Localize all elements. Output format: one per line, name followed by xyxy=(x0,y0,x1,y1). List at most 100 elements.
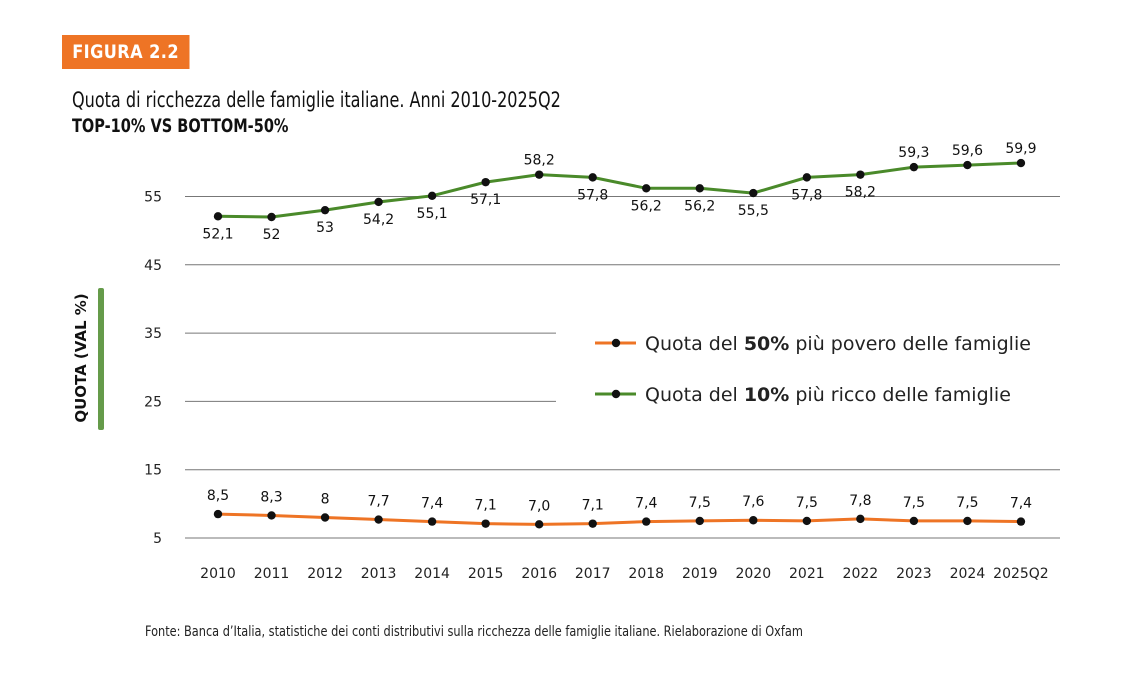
data-label: 57,8 xyxy=(791,187,822,203)
data-label: 7,5 xyxy=(903,495,925,511)
data-point xyxy=(427,191,437,201)
x-tick-label: 2011 xyxy=(254,566,290,582)
x-tick-label: 2019 xyxy=(682,566,718,582)
data-point xyxy=(534,520,544,529)
x-tick-label: 2010 xyxy=(200,566,236,582)
data-label: 59,6 xyxy=(952,143,983,159)
data-label: 8,5 xyxy=(207,488,229,504)
data-label: 7,4 xyxy=(635,496,657,512)
data-point xyxy=(213,212,223,221)
data-label: 7,8 xyxy=(849,493,871,509)
figure-label: FIGURA 2.2 xyxy=(62,35,190,69)
legend-label-part: Quota del xyxy=(645,333,744,355)
data-label: 55,1 xyxy=(417,206,448,222)
data-label: 8,3 xyxy=(260,489,282,505)
data-point xyxy=(856,514,865,524)
data-point xyxy=(481,519,490,528)
data-label: 7,0 xyxy=(528,498,550,514)
data-label: 52 xyxy=(263,227,281,243)
data-label: 56,2 xyxy=(684,198,715,214)
data-point xyxy=(481,177,490,187)
y-axis-label: QUOTA (VAL %) xyxy=(72,293,90,422)
data-point xyxy=(695,516,704,526)
data-label: 55,5 xyxy=(738,203,769,219)
legend-label-part: più povero delle famiglie xyxy=(789,333,1031,355)
legend-label-part: 10% xyxy=(744,384,789,406)
data-point xyxy=(1016,517,1026,526)
data-point xyxy=(802,173,812,182)
data-point xyxy=(374,197,383,207)
data-label: 54,2 xyxy=(363,212,394,228)
data-label: 7,6 xyxy=(742,494,764,510)
data-label: 57,8 xyxy=(577,187,608,203)
data-label: 7,5 xyxy=(689,495,711,511)
x-tick-label: 2024 xyxy=(950,566,986,582)
x-tick-label: 2017 xyxy=(575,566,611,582)
data-label: 7,5 xyxy=(956,495,978,511)
x-tick-label: 2025Q2 xyxy=(993,566,1049,582)
x-tick-label: 2023 xyxy=(896,566,932,582)
data-point xyxy=(642,517,651,526)
data-point xyxy=(909,516,919,526)
data-point xyxy=(749,188,758,198)
data-point xyxy=(374,515,383,524)
data-label: 59,3 xyxy=(898,145,929,161)
data-label: 52,1 xyxy=(202,226,233,242)
legend-label: Quota del 50% più povero delle famiglie xyxy=(645,333,1031,355)
x-tick-label: 2018 xyxy=(628,566,664,582)
data-point xyxy=(963,516,972,526)
y-tick-label: 15 xyxy=(144,463,162,479)
data-point xyxy=(267,212,276,222)
data-point xyxy=(267,511,276,520)
legend-label-part: più ricco delle famiglie xyxy=(789,384,1011,406)
data-label: 53 xyxy=(316,220,334,236)
x-tick-label: 2022 xyxy=(843,566,879,582)
legend-marker xyxy=(611,389,621,399)
x-tick-label: 2015 xyxy=(468,566,504,582)
legend-label: Quota del 10% più ricco delle famiglie xyxy=(645,384,1011,406)
data-point xyxy=(534,170,544,179)
source-note: Fonte: Banca d’Italia, statistiche dei c… xyxy=(145,624,803,640)
y-tick-label: 5 xyxy=(153,531,162,547)
x-tick-label: 2014 xyxy=(414,566,450,582)
y-tick-label: 55 xyxy=(144,190,162,206)
data-label: 58,2 xyxy=(845,185,876,201)
data-point xyxy=(695,184,704,193)
data-point xyxy=(909,162,919,172)
x-tick-label: 2013 xyxy=(361,566,397,582)
series-line xyxy=(217,161,1022,219)
data-point xyxy=(1016,158,1026,168)
data-point xyxy=(588,173,597,182)
data-point xyxy=(802,516,812,526)
data-point xyxy=(213,509,223,519)
x-tick-label: 2020 xyxy=(735,566,771,582)
series-line xyxy=(217,512,1021,526)
x-tick-label: 2012 xyxy=(307,566,343,582)
data-label: 7,1 xyxy=(582,498,604,514)
data-point xyxy=(963,160,972,170)
y-tick-label: 25 xyxy=(144,394,162,410)
data-label: 7,1 xyxy=(475,498,497,514)
data-point xyxy=(588,519,597,528)
data-label: 7,5 xyxy=(796,495,818,511)
y-tick-label: 35 xyxy=(144,326,162,342)
data-label: 7,4 xyxy=(1010,496,1032,512)
data-label: 8 xyxy=(321,492,330,508)
data-point xyxy=(856,170,865,179)
legend-label-part: 50% xyxy=(744,333,789,355)
data-point xyxy=(749,516,758,525)
data-point xyxy=(427,517,437,526)
data-label: 59,9 xyxy=(1005,141,1036,157)
chart-subtitle: TOP-10% VS BOTTOM-50% xyxy=(72,115,289,137)
y-tick-label: 45 xyxy=(144,258,162,274)
data-label: 58,2 xyxy=(524,153,555,169)
data-label: 7,4 xyxy=(421,496,443,512)
x-tick-label: 2016 xyxy=(521,566,557,582)
data-point xyxy=(320,513,330,522)
decorative-brush-stroke xyxy=(98,288,104,430)
data-point xyxy=(642,184,651,193)
data-label: 7,7 xyxy=(367,494,389,510)
data-label: 56,2 xyxy=(631,198,662,214)
chart-title: Quota di ricchezza delle famiglie italia… xyxy=(72,88,561,112)
